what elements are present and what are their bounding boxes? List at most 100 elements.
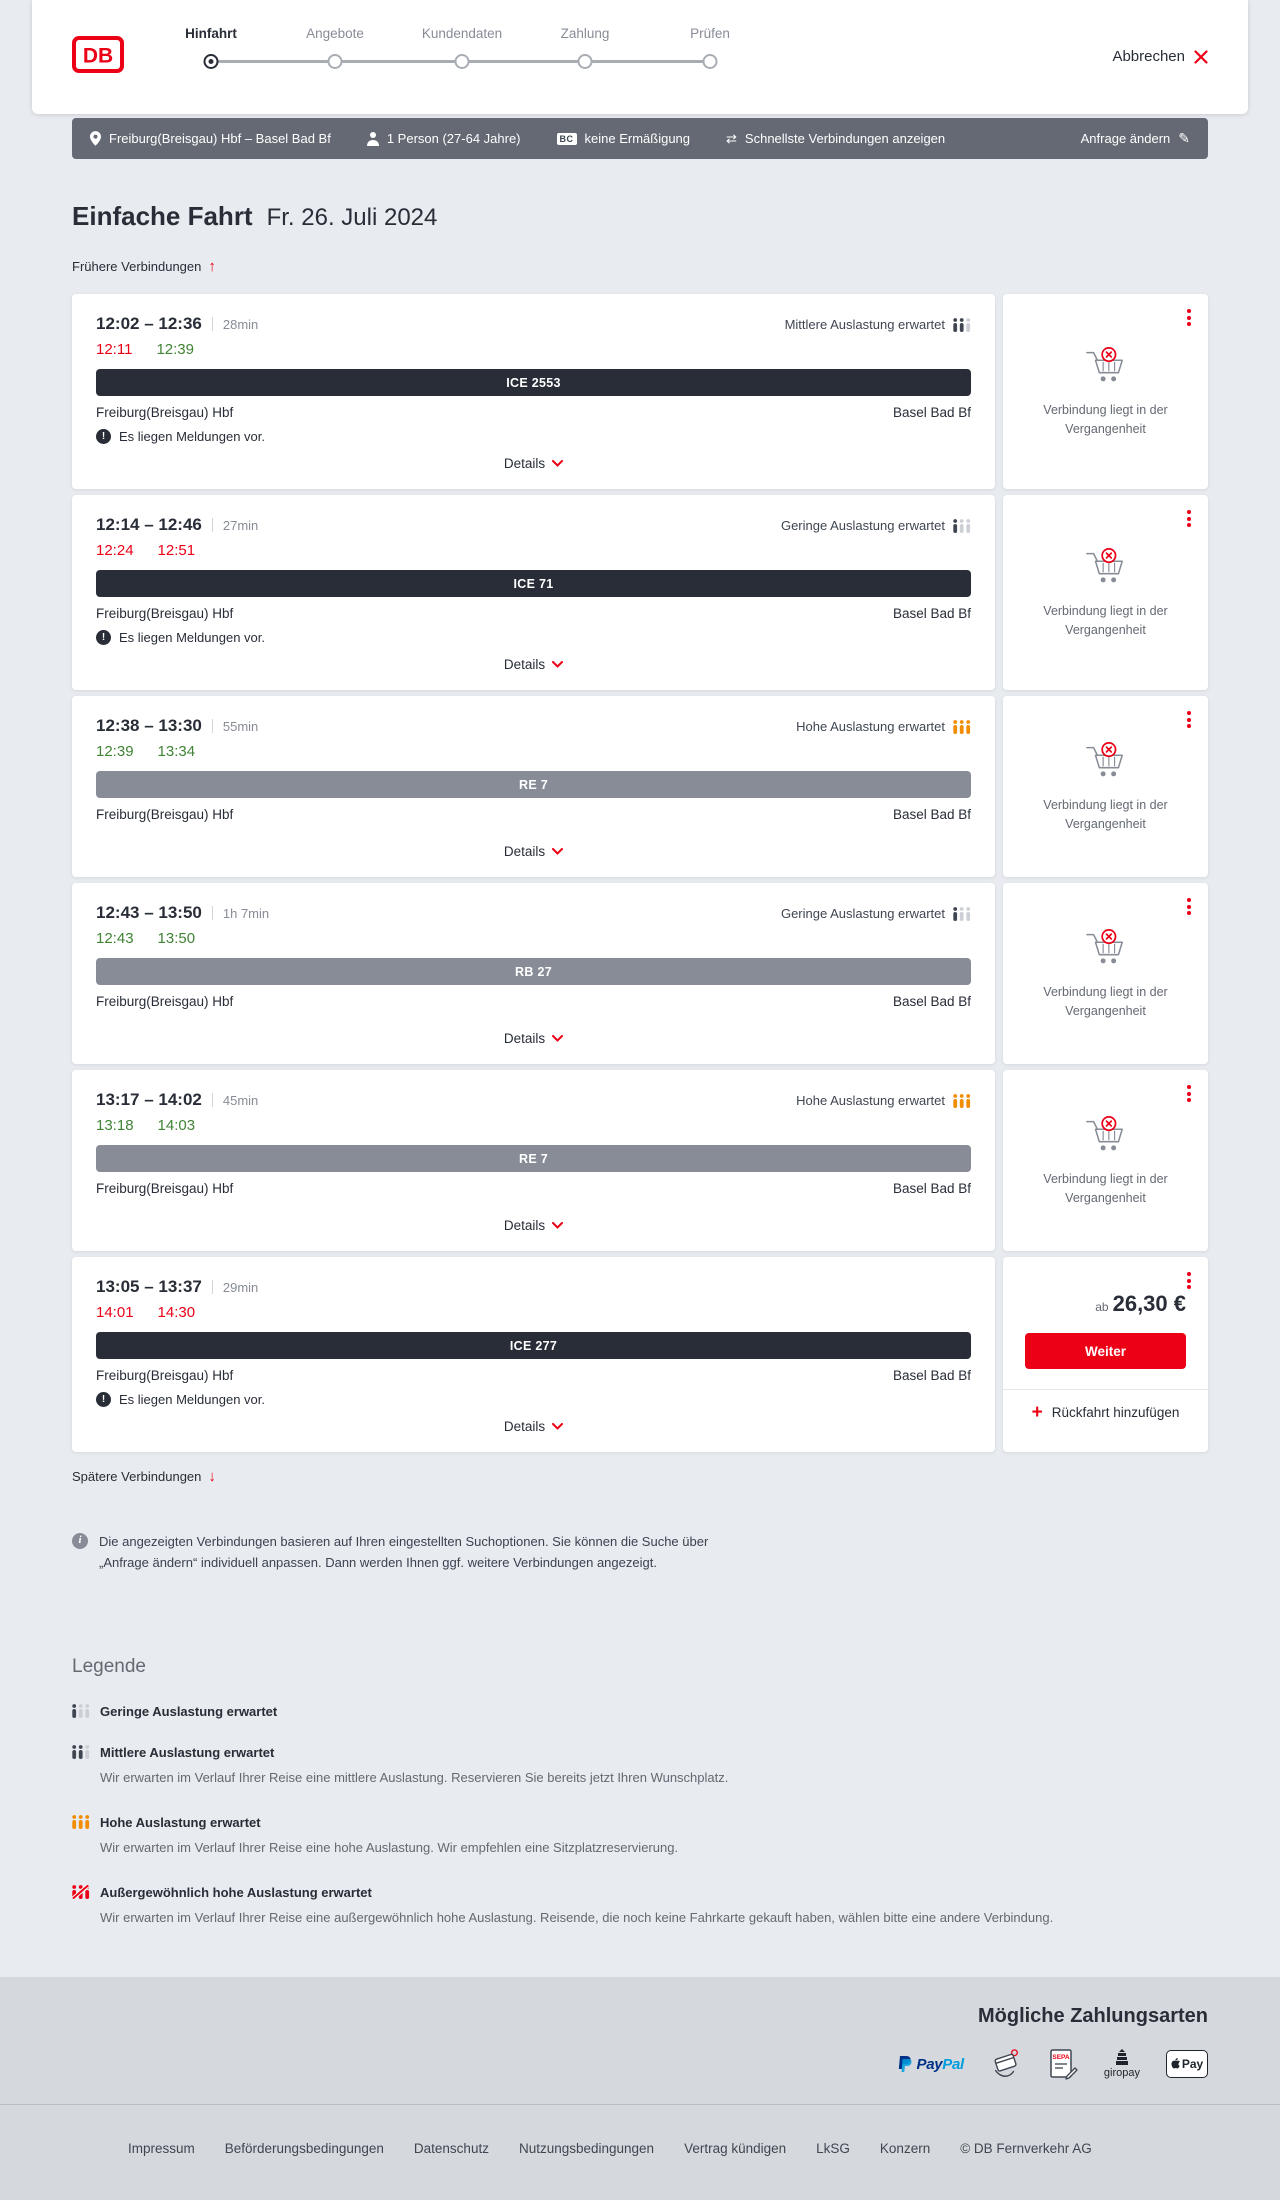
page-head: Einfache Fahrt Fr. 26. Juli 2024: [72, 201, 1208, 232]
train-segment-bar[interactable]: ICE 2553: [96, 369, 971, 396]
footer-link-nutzungsbedingungen[interactable]: Nutzungsbedingungen: [518, 2141, 655, 2156]
more-options-button[interactable]: [1184, 1082, 1194, 1105]
train-segment-bar[interactable]: RB 27: [96, 958, 971, 985]
details-button[interactable]: Details: [494, 450, 573, 477]
add-return-button[interactable]: + Rückfahrt hinzufügen: [1031, 1402, 1180, 1423]
location-pin-icon: [90, 131, 101, 146]
arrow-up-icon: ↑: [208, 258, 216, 275]
train-segment-bar[interactable]: ICE 71: [96, 570, 971, 597]
details-button[interactable]: Details: [494, 1413, 573, 1440]
occupancy-indicator: Hohe Auslastung erwartet: [796, 1093, 971, 1108]
journey-card-side: Verbindung liegt in der Vergangenheit: [1003, 1070, 1208, 1251]
edit-search-button[interactable]: Anfrage ändern ✎: [1080, 130, 1190, 146]
chevron-down-icon: [552, 848, 564, 855]
payment-icons: PayPal SEPA giropay: [72, 2048, 1208, 2080]
step-dot-hinfahrt[interactable]: [203, 54, 219, 69]
train-segment-bar[interactable]: RE 7: [96, 771, 971, 798]
continue-button[interactable]: Weiter: [1025, 1333, 1186, 1369]
occupancy-indicator: Mittlere Auslastung erwartet: [785, 317, 971, 332]
step-dot-kundendaten[interactable]: [454, 54, 470, 69]
filter-summary: ⇄ Schnellste Verbindungen anzeigen: [726, 130, 946, 147]
later-connections-link[interactable]: Spätere Verbindungen ↓: [72, 1468, 216, 1485]
journey-card-side: Verbindung liegt in der Vergangenheit: [1003, 294, 1208, 489]
past-connection-message: Verbindung liegt in der Vergangenheit: [1043, 1171, 1168, 1205]
occupancy-indicator: Hohe Auslastung erwartet: [796, 719, 971, 734]
plus-icon: +: [1031, 1402, 1043, 1423]
legend-item-low: Geringe Auslastung erwartet: [72, 1704, 1208, 1719]
realtime-departure: 12:39: [96, 743, 134, 760]
stations-row: Freiburg(Breisgau) Hbf Basel Bad Bf: [96, 994, 971, 1009]
departure-station: Freiburg(Breisgau) Hbf: [96, 405, 234, 420]
progress-steps: Hinfahrt Angebote Kundendaten Zahlung Pr…: [32, 0, 1248, 114]
more-options-button[interactable]: [1184, 507, 1194, 530]
journey-card-main[interactable]: 13:17 – 14:02 45min Hohe Auslastung erwa…: [72, 1070, 995, 1251]
footer-link-konzern[interactable]: Konzern: [879, 2141, 931, 2156]
journey-card: 13:05 – 13:37 29min 14:01 14:30 ICE 277 …: [72, 1257, 1208, 1452]
occupancy-medium-icon: [72, 1745, 90, 1760]
more-options-button[interactable]: [1184, 1269, 1194, 1292]
footer-link-befoerderungsbedingungen[interactable]: Beförderungsbedingungen: [224, 2141, 384, 2156]
past-connection-message: Verbindung liegt in der Vergangenheit: [1043, 402, 1168, 436]
occupancy-icon: [953, 906, 971, 921]
journey-card-main[interactable]: 12:43 – 13:50 1h 7min Geringe Auslastung…: [72, 883, 995, 1064]
svg-text:SEPA: SEPA: [1052, 2054, 1070, 2061]
divider: [1003, 1389, 1208, 1390]
paypal-mark-icon: [898, 2056, 912, 2072]
stations-row: Freiburg(Breisgau) Hbf Basel Bad Bf: [96, 405, 971, 420]
details-button[interactable]: Details: [494, 1212, 573, 1239]
chevron-down-icon: [552, 661, 564, 668]
discount-summary: BC keine Ermäßigung: [556, 131, 690, 146]
chevron-down-icon: [552, 460, 564, 467]
step-dot-zahlung[interactable]: [577, 54, 593, 69]
details-button[interactable]: Details: [494, 1025, 573, 1052]
journey-card-main[interactable]: 13:05 – 13:37 29min 14:01 14:30 ICE 277 …: [72, 1257, 995, 1452]
journey-card-main[interactable]: 12:14 – 12:46 27min Geringe Auslastung e…: [72, 495, 995, 690]
cancel-button[interactable]: Abbrechen: [1112, 48, 1208, 65]
cart-unavailable-icon: [1085, 346, 1123, 382]
journey-card-main[interactable]: 12:38 – 13:30 55min Hohe Auslastung erwa…: [72, 696, 995, 877]
legend-item-exceptional: Außergewöhnlich hohe Auslastung erwartet…: [72, 1885, 1208, 1929]
price-amount: 26,30 €: [1112, 1291, 1186, 1316]
journey-card-side: Verbindung liegt in der Vergangenheit: [1003, 883, 1208, 1064]
realtime-departure: 14:01: [96, 1304, 134, 1321]
svg-text:DB: DB: [83, 45, 113, 68]
realtime-times: 12:43 13:50: [96, 930, 971, 947]
details-button[interactable]: Details: [494, 838, 573, 865]
realtime-arrival: 13:34: [157, 743, 196, 760]
step-label-kundendaten: Kundendaten: [421, 26, 503, 41]
copyright: © DB Fernverkehr AG: [960, 2141, 1092, 2156]
more-options-button[interactable]: [1184, 306, 1194, 329]
price-prefix: ab: [1095, 1300, 1109, 1314]
more-options-button[interactable]: [1184, 895, 1194, 918]
footer-link-lksg[interactable]: LkSG: [816, 2141, 850, 2156]
departure-station: Freiburg(Breisgau) Hbf: [96, 807, 234, 822]
details-button[interactable]: Details: [494, 651, 573, 678]
realtime-arrival: 12:39: [156, 341, 194, 358]
train-segment-bar[interactable]: ICE 277: [96, 1332, 971, 1359]
journey-card: 12:38 – 13:30 55min Hohe Auslastung erwa…: [72, 696, 1208, 877]
arrival-station: Basel Bad Bf: [892, 606, 971, 621]
step-dot-pruefen[interactable]: [702, 54, 718, 69]
chevron-down-icon: [552, 1035, 564, 1042]
earlier-connections-link[interactable]: Frühere Verbindungen ↑: [72, 258, 216, 275]
train-segment-bar[interactable]: RE 7: [96, 1145, 971, 1172]
stations-row: Freiburg(Breisgau) Hbf Basel Bad Bf: [96, 1181, 971, 1196]
journey-times: 12:38 – 13:30 55min: [96, 716, 259, 735]
realtime-arrival: 14:03: [157, 1117, 196, 1134]
journey-card-main[interactable]: 12:02 – 12:36 28min Mittlere Auslastung …: [72, 294, 995, 489]
arrival-station: Basel Bad Bf: [892, 807, 971, 822]
travel-date: Fr. 26. Juli 2024: [266, 204, 438, 231]
realtime-departure: 12:11: [96, 341, 133, 358]
footer-link-impressum[interactable]: Impressum: [128, 2141, 195, 2156]
journey-times: 12:02 – 12:36 28min: [96, 314, 259, 333]
step-dot-angebote[interactable]: [327, 54, 343, 69]
realtime-arrival: 13:50: [157, 930, 196, 947]
departure-station: Freiburg(Breisgau) Hbf: [96, 606, 234, 621]
footer-link-vertrag-kuendigen[interactable]: Vertrag kündigen: [684, 2141, 787, 2156]
footer-link-datenschutz[interactable]: Datenschutz: [413, 2141, 489, 2156]
realtime-departure: 12:43: [96, 930, 134, 947]
occupancy-high-icon: [72, 1815, 90, 1830]
cart-unavailable-icon: [1085, 1115, 1123, 1151]
occupancy-indicator: Geringe Auslastung erwartet: [781, 906, 971, 921]
more-options-button[interactable]: [1184, 708, 1194, 731]
